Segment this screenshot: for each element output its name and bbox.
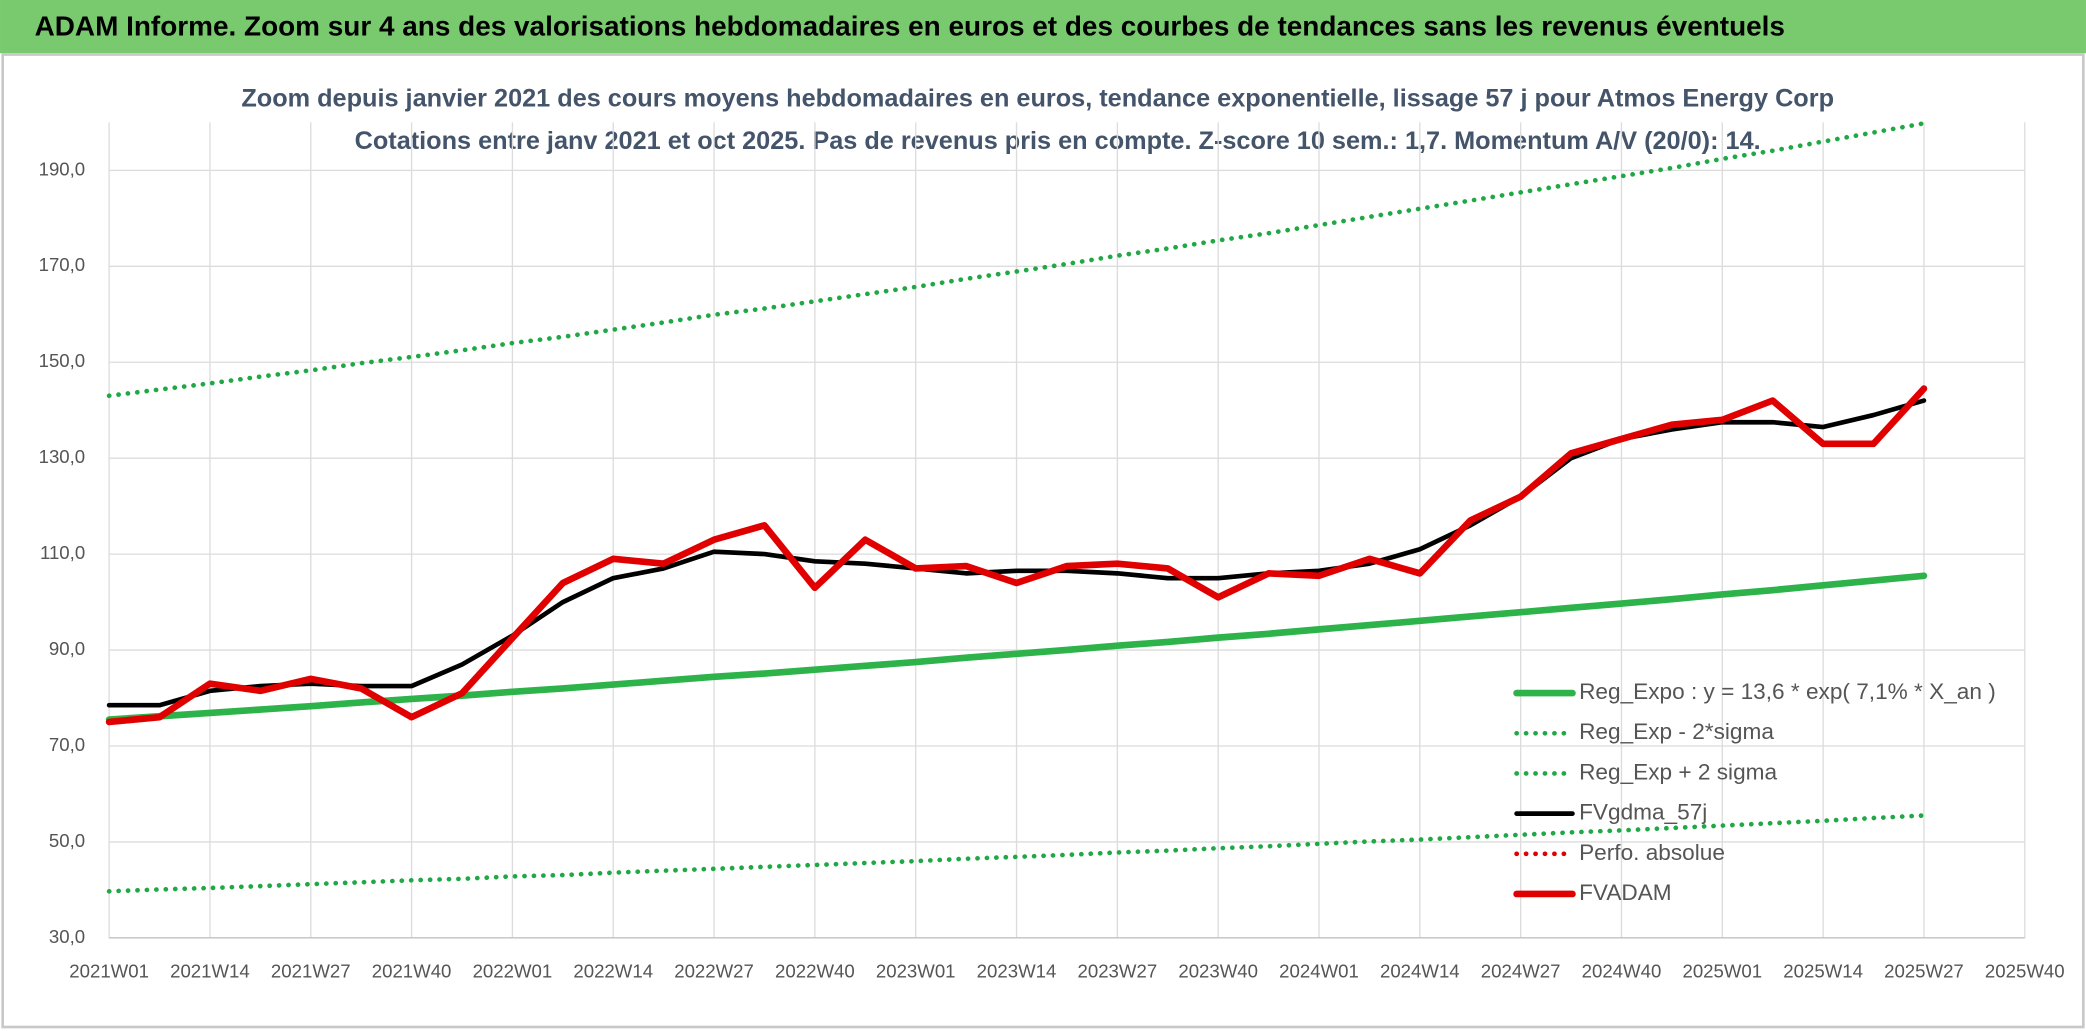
legend-label: Reg_Expo : y = 13,6 * exp( 7,1% * X_an ): [1579, 679, 1996, 704]
x-tick-label: 2021W40: [372, 960, 452, 981]
x-tick-label: 2024W27: [1481, 960, 1561, 981]
x-tick-label: 2022W01: [473, 960, 553, 981]
x-tick-label: 2023W01: [876, 960, 956, 981]
x-tick-label: 2025W27: [1884, 960, 1964, 981]
x-tick-label: 2021W27: [271, 960, 351, 981]
x-tick-label: 2022W27: [674, 960, 754, 981]
x-tick-label: 2024W01: [1279, 960, 1359, 981]
x-tick-label: 2024W40: [1582, 960, 1662, 981]
x-tick-label: 2021W14: [170, 960, 250, 981]
x-tick-label: 2022W14: [573, 960, 653, 981]
header-title: ADAM Informe. Zoom sur 4 ans des valoris…: [35, 10, 1785, 41]
x-tick-label: 2024W14: [1380, 960, 1460, 981]
x-tick-label: 2021W01: [69, 960, 149, 981]
y-tick-label: 130,0: [39, 446, 86, 467]
series-line: [105, 385, 1928, 726]
x-tick-label: 2025W01: [1682, 960, 1762, 981]
x-tick-label: 2022W40: [775, 960, 855, 981]
y-tick-label: 150,0: [39, 350, 86, 371]
legend-label: Perfo. absolue: [1579, 840, 1725, 865]
x-tick-label: 2023W40: [1178, 960, 1258, 981]
y-tick-label: 190,0: [39, 158, 86, 179]
y-tick-label: 90,0: [49, 638, 85, 659]
x-tick-label: 2023W27: [1078, 960, 1158, 981]
legend-label: FVADAM: [1579, 880, 1672, 905]
header-bar: [0, 0, 2086, 54]
y-tick-label: 70,0: [49, 734, 85, 755]
y-tick-label: 110,0: [40, 542, 85, 563]
chart-subtitle: Cotations entre janv 2021 et oct 2025. P…: [355, 127, 1761, 155]
series-line: [106, 813, 1927, 894]
x-tick-label: 2025W14: [1783, 960, 1863, 981]
legend-label: FVgdma_57j: [1579, 800, 1707, 825]
y-tick-label: 170,0: [39, 254, 86, 275]
chart-title: Zoom depuis janvier 2021 des cours moyen…: [241, 84, 1834, 112]
x-tick-label: 2023W14: [977, 960, 1057, 981]
chart-border: [1, 53, 2085, 1029]
y-tick-label: 50,0: [49, 830, 85, 851]
x-tick-label: 2025W40: [1985, 960, 2065, 981]
y-tick-label: 30,0: [49, 926, 85, 947]
series-line: [105, 572, 1928, 723]
legend-label: Reg_Exp + 2 sigma: [1579, 759, 1777, 784]
legend-label: Reg_Exp - 2*sigma: [1579, 719, 1774, 744]
series-line: [106, 120, 1927, 399]
